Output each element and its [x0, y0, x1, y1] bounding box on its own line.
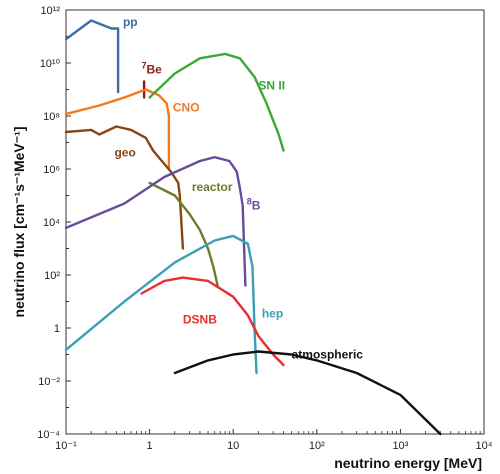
series-label-reactor: reactor — [192, 180, 233, 194]
series-lines — [66, 21, 440, 435]
x-tick-label: 10³ — [392, 440, 408, 452]
series-label-hep: hep — [262, 306, 283, 320]
y-tick-label: 10⁻⁴ — [37, 429, 60, 441]
x-tick-label: 10⁻¹ — [55, 440, 77, 452]
series-label-atmospheric: atmospheric — [292, 348, 364, 362]
series-line-8b — [66, 157, 245, 285]
series-label-geo: geo — [114, 145, 135, 159]
y-tick-label: 10² — [44, 270, 60, 282]
series-label-cno: CNO — [173, 100, 200, 114]
y-tick-label: 10⁻² — [38, 376, 60, 388]
x-tick-label: 10² — [309, 440, 325, 452]
series-line-reactor — [150, 183, 218, 286]
series-label-sn-ii: SN II — [258, 79, 285, 93]
series-label-8b: 8B — [247, 196, 261, 212]
x-axis-title: neutrino energy [MeV] — [334, 455, 482, 471]
y-tick-label: 10⁴ — [43, 217, 60, 229]
x-tick-label: 1 — [147, 440, 153, 452]
y-tick-label: 10¹⁰ — [40, 58, 61, 70]
x-tick-label: 10⁴ — [476, 440, 493, 452]
y-tick-label: 10⁸ — [43, 111, 60, 123]
series-label-dsnb: DSNB — [183, 312, 217, 326]
series-label-7be: 7Be — [141, 61, 162, 77]
series-line-atmospheric — [175, 352, 441, 435]
y-axis-title: neutrino flux [cm⁻¹s⁻¹MeV⁻¹] — [11, 127, 27, 318]
axes — [66, 10, 484, 434]
plot-frame — [66, 10, 484, 434]
y-tick-label: 10⁶ — [43, 164, 60, 176]
y-tick-label: 10¹² — [40, 5, 60, 17]
x-tick-label: 10 — [227, 440, 239, 452]
series-line-hep — [66, 236, 257, 373]
y-tick-label: 1 — [54, 323, 60, 335]
ticks: 10⁻¹ 1 10 10² 10³ 10⁴ 10¹² 10¹⁰ 10⁸ 10⁶ 10⁴ 10² 1 10⁻… — [37, 5, 493, 452]
series-line-pp — [66, 21, 118, 93]
series-label-pp: pp — [123, 15, 138, 29]
